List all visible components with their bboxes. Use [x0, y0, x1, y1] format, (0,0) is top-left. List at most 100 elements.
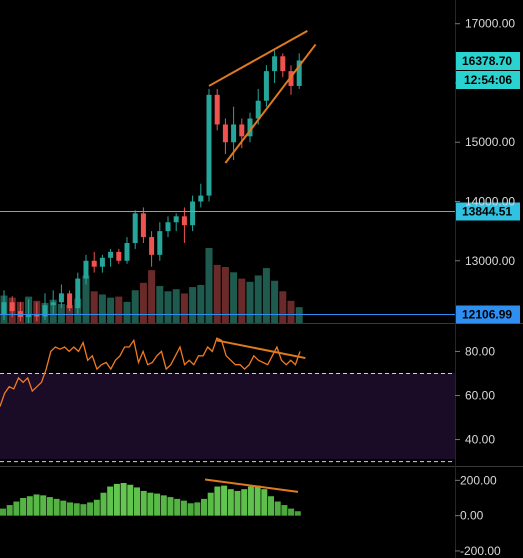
oscillator-bar [247, 486, 254, 516]
horizontal-lines: 13844.51 12106.99 [0, 202, 520, 324]
current-price-tag [456, 52, 520, 70]
candle-body [124, 242, 130, 261]
rsi-axis-label: 60.00 [465, 389, 495, 403]
rsi-axis-label: 40.00 [465, 433, 495, 447]
volume-bar [90, 291, 98, 323]
volume-bar [156, 286, 164, 323]
oscillator-bar [214, 486, 221, 516]
horizontal-line-tag [456, 305, 520, 324]
volume-bar [221, 267, 229, 323]
oscillator-bar [254, 485, 261, 516]
candle-body [165, 222, 171, 232]
volume-bar [123, 301, 131, 323]
horizontal-line-label: 13844.51 [462, 205, 512, 219]
candle-body [42, 305, 48, 317]
volume-bar [164, 291, 172, 323]
oscillator-bar [127, 484, 134, 516]
oscillator-bar [26, 496, 33, 516]
volume-bar [246, 281, 254, 323]
oscillator-bar [20, 498, 27, 516]
oscillator-bar [147, 492, 154, 516]
volume-bar [230, 272, 238, 323]
trendline-annotations [208, 29, 317, 164]
oscillator-bar [180, 500, 187, 516]
price-axis: 13000.0014000.0015000.0016000.0017000.00… [455, 17, 520, 558]
candle-body [108, 251, 114, 258]
volume-bar [107, 297, 115, 323]
candle-body [1, 302, 7, 315]
price-axis-label: 15000.00 [465, 135, 515, 149]
candle-body [288, 71, 294, 86]
volume-bar [254, 275, 262, 323]
volume-bar [262, 268, 270, 323]
oscillator-bar [268, 496, 274, 516]
price-axis-label: 13000.00 [465, 254, 515, 268]
oscillator-bar [107, 486, 114, 516]
candle-body [9, 302, 15, 312]
candle-body [50, 302, 56, 306]
oscillator-bar [160, 495, 167, 516]
oscillator-bar [261, 489, 268, 516]
volume-bar [238, 278, 246, 323]
price-axis-label: 17000.00 [465, 17, 515, 31]
oscillator-bar [281, 505, 288, 516]
candle-body [272, 56, 278, 72]
wedge-upper-trendline [208, 29, 308, 87]
oscillator-bar [67, 502, 73, 516]
oscillator-bar [140, 490, 147, 516]
volume-bar [189, 287, 197, 323]
volume-bar [139, 282, 147, 323]
volume-bar [213, 264, 221, 323]
candle-body [132, 213, 138, 243]
oscillator-bar [187, 503, 194, 516]
candle-body [157, 231, 163, 255]
volume-bar [287, 300, 295, 323]
oscillator-bar [294, 511, 301, 516]
candle-body [140, 213, 146, 238]
candle-body [91, 260, 97, 267]
oscillator-panel [0, 478, 301, 516]
rsi-band-background [0, 373, 455, 459]
candle-body [222, 124, 228, 143]
oscillator-bar [6, 505, 13, 516]
volume-bar [197, 284, 205, 323]
oscillator-axis-label: 200.00 [460, 473, 497, 487]
volume-bar [115, 296, 123, 323]
oscillator-bar [221, 485, 228, 516]
oscillator-bar [207, 492, 214, 516]
oscillator-bar [274, 501, 281, 516]
oscillator-bar [241, 489, 248, 516]
oscillator-axis-label: -200.00 [460, 544, 501, 558]
candle-body [231, 124, 237, 143]
candle-body [280, 56, 286, 72]
candle-body [181, 216, 187, 226]
horizontal-line-label: 12106.99 [462, 308, 512, 322]
oscillator-bar [201, 498, 207, 516]
oscillator-bar [120, 483, 127, 516]
candle-body [255, 100, 261, 119]
volume-bar [82, 275, 90, 323]
volume-bar [295, 307, 303, 323]
oscillator-bar [93, 499, 100, 516]
candle-body [116, 251, 122, 261]
volume-bar [131, 290, 139, 323]
wedge-lower-trendline [224, 43, 317, 164]
candle-body [75, 278, 81, 309]
volume-bar [148, 270, 156, 323]
countdown-label: 12:54:06 [464, 73, 512, 87]
candle-body [173, 216, 179, 223]
oscillator-bar [87, 502, 94, 516]
volume-bar [180, 293, 188, 323]
oscillator-bar [40, 495, 47, 516]
rsi-line [0, 337, 301, 407]
volume-bars [0, 248, 303, 323]
current-price-label: 16378.70 [462, 54, 512, 68]
oscillator-bar [234, 490, 241, 516]
volume-bar [271, 280, 279, 323]
rsi-panel [0, 337, 455, 463]
candle-body [67, 293, 73, 309]
candlesticks [1, 50, 302, 323]
candle-body [296, 60, 302, 86]
oscillator-bar [288, 508, 295, 516]
